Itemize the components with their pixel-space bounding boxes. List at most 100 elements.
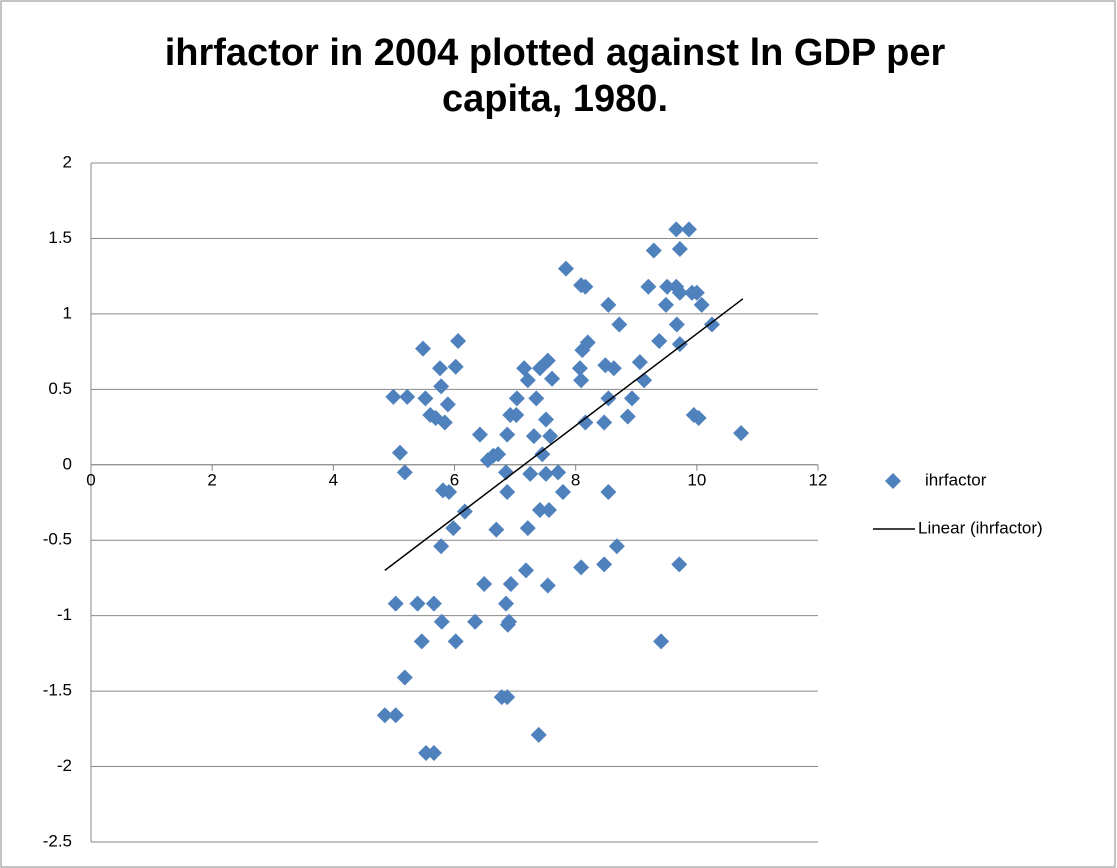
point (537, 465, 554, 482)
y-tick-label: -2.5 (43, 831, 72, 850)
point (387, 595, 404, 612)
point (531, 502, 548, 519)
y-tick-label: 0.5 (48, 379, 72, 398)
point (579, 334, 596, 351)
point (488, 521, 505, 538)
point (703, 316, 720, 333)
point (596, 556, 613, 573)
x-tick-label: 0 (86, 470, 95, 489)
x-tick-label: 6 (450, 470, 459, 489)
point (433, 613, 450, 630)
point (608, 538, 625, 555)
y-tick-label: 1.5 (48, 228, 72, 247)
point (611, 316, 628, 333)
point (417, 390, 434, 407)
point (508, 390, 525, 407)
point (541, 502, 558, 519)
point (671, 336, 688, 353)
point (659, 278, 676, 295)
point (399, 388, 416, 405)
point (497, 464, 514, 481)
point (693, 296, 710, 313)
point (431, 360, 448, 377)
trendline (384, 298, 744, 571)
point (396, 669, 413, 686)
point (573, 372, 590, 389)
point (680, 221, 697, 238)
point (528, 390, 545, 407)
point (534, 446, 551, 463)
x-tick-label: 4 (329, 470, 338, 489)
point (544, 370, 561, 387)
point (450, 333, 467, 350)
point (653, 633, 670, 650)
x-tick-label: 10 (687, 470, 706, 489)
point (539, 577, 556, 594)
point (376, 707, 393, 724)
point (596, 414, 613, 431)
point (445, 520, 462, 537)
point (385, 388, 402, 405)
point (688, 284, 705, 301)
point (671, 284, 688, 301)
point (447, 358, 464, 375)
point (409, 595, 426, 612)
point (577, 414, 594, 431)
point (499, 689, 516, 706)
point (573, 559, 590, 576)
point (539, 352, 556, 369)
point (516, 360, 533, 377)
point (671, 241, 688, 258)
y-tick-label: 2 (63, 152, 72, 171)
point (441, 483, 458, 500)
point (490, 446, 507, 463)
point (499, 483, 516, 500)
point (605, 360, 622, 377)
point (600, 483, 617, 500)
y-tick-label: -1.5 (43, 681, 72, 700)
point (467, 613, 484, 630)
point (439, 396, 456, 413)
point (542, 428, 559, 445)
point (645, 242, 662, 259)
y-tick-label: -0.5 (43, 530, 72, 549)
y-tick-label: -2 (57, 756, 72, 775)
point (413, 633, 430, 650)
point (554, 483, 571, 500)
point (499, 616, 516, 633)
point (497, 595, 514, 612)
point (433, 378, 450, 395)
point (537, 411, 554, 428)
point (519, 520, 536, 537)
chart-title: ihrfactor in 2004 plotted against ln GDP… (164, 32, 946, 120)
point (517, 562, 534, 579)
legend-label: ihrfactor (925, 470, 987, 489)
point (425, 744, 442, 761)
point (631, 354, 648, 371)
x-tick-label: 2 (207, 470, 216, 489)
point (619, 408, 636, 425)
point (671, 556, 688, 573)
y-tick-label: -1 (57, 605, 72, 624)
point (571, 360, 588, 377)
legend-marker (885, 473, 901, 489)
y-tick-label: 1 (63, 303, 72, 322)
point (391, 444, 408, 461)
point (522, 465, 539, 482)
point (600, 296, 617, 313)
point (425, 595, 442, 612)
point (550, 464, 567, 481)
legend-label: Linear (ihrfactor) (918, 518, 1043, 537)
point (396, 464, 413, 481)
point (508, 406, 525, 423)
point (433, 538, 450, 555)
point (600, 390, 617, 407)
point (624, 390, 641, 407)
point (657, 296, 674, 313)
point (525, 428, 542, 445)
point (436, 414, 453, 431)
point (557, 260, 574, 277)
